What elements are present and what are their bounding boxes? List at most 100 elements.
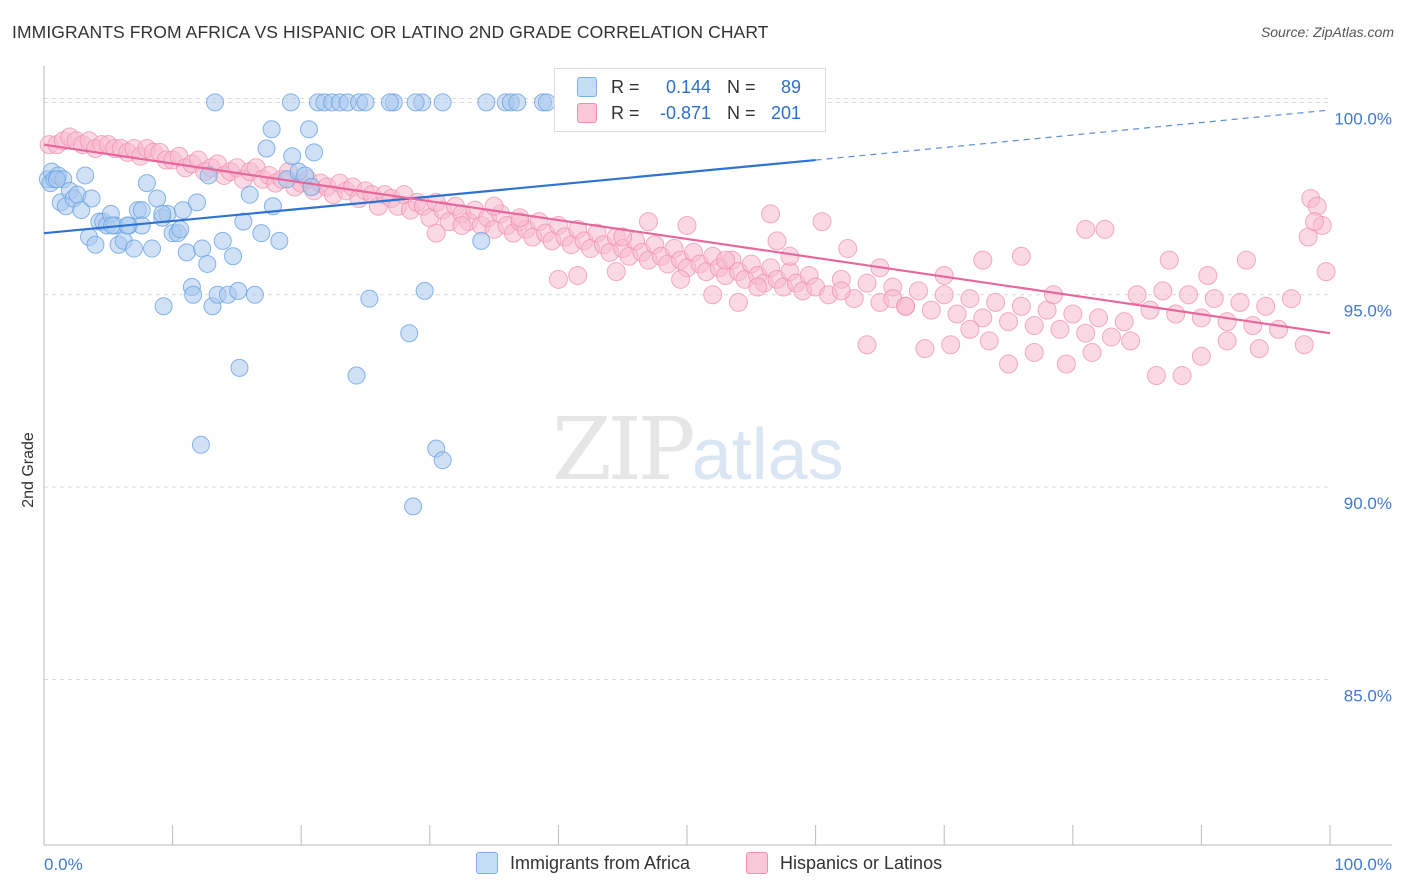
y-tick-label: 95.0% [1344, 302, 1392, 321]
hispanic-point [1024, 342, 1044, 362]
hispanic-point [1172, 366, 1192, 386]
africa-point [143, 239, 162, 258]
hispanic-legend-swatch [746, 852, 768, 874]
africa-point [433, 451, 452, 470]
africa-point [283, 147, 302, 166]
africa-point [125, 239, 144, 258]
africa-point [191, 435, 210, 454]
hispanic-point [1101, 327, 1121, 347]
africa-point [199, 166, 218, 185]
hispanic-point [1095, 219, 1115, 239]
hispanic-point [921, 300, 941, 320]
hispanic-point [1082, 342, 1102, 362]
y-tick-label: 85.0% [1344, 687, 1392, 706]
hispanic-point [1056, 354, 1076, 374]
hispanic-point [947, 304, 967, 324]
hispanic-point [703, 285, 723, 305]
hispanic-point [1305, 212, 1325, 232]
hispanic-point [986, 292, 1006, 312]
hispanic-point [1204, 289, 1224, 309]
watermark-atlas: atlas [691, 415, 844, 495]
hispanic-point [857, 273, 877, 293]
africa-point [82, 189, 101, 208]
africa-point [213, 231, 232, 250]
hispanic-point [1076, 219, 1096, 239]
hispanic-point [1050, 319, 1070, 339]
hispanic-point [606, 262, 626, 282]
africa-point [234, 212, 253, 231]
legend-item-hispanic[interactable]: Hispanics or Latinos [746, 852, 942, 874]
hispanic-point [973, 308, 993, 328]
hispanic-point [1044, 285, 1064, 305]
hispanic-point [999, 354, 1018, 374]
africa-points [38, 93, 614, 516]
hispanic-point [1217, 331, 1237, 351]
hispanic-point [915, 339, 935, 359]
hispanic-point [1256, 296, 1276, 316]
hispanic-point [780, 246, 800, 266]
africa-point [245, 285, 264, 304]
hispanic-point [838, 239, 858, 259]
legend-item-africa[interactable]: Immigrants from Africa [476, 852, 690, 874]
africa-point [193, 239, 212, 258]
hispanic-point [671, 269, 691, 289]
africa-point [508, 93, 527, 112]
africa-point [406, 93, 425, 112]
trend-lines [43, 109, 1331, 335]
africa-point [173, 201, 192, 220]
africa-point [229, 281, 248, 300]
hispanic-point [1243, 316, 1263, 336]
hispanic-point [1146, 366, 1166, 386]
hispanic-point [1089, 308, 1109, 328]
hispanic-point [1063, 304, 1083, 324]
hispanic-point [1114, 312, 1134, 332]
hispanic-point [1191, 308, 1211, 328]
hispanic-point [1127, 285, 1147, 305]
hispanic-point [1249, 339, 1269, 359]
hispanic-trend-line [43, 143, 1331, 335]
hispanic-point [1236, 250, 1256, 270]
africa-point [281, 93, 300, 112]
africa-point [76, 166, 95, 185]
hispanic-point [960, 319, 980, 339]
hispanic-point [761, 204, 781, 224]
n-value: 89 [780, 76, 801, 97]
africa-point [257, 139, 276, 158]
africa-point [132, 201, 151, 220]
hispanic-point [979, 331, 999, 351]
hispanic-point [638, 212, 658, 232]
r-label: R = [611, 102, 640, 123]
watermark: ZIPatlas [552, 400, 844, 500]
axes [43, 66, 1392, 846]
hispanic-point [613, 227, 633, 247]
y-tick-label: 90.0% [1344, 494, 1392, 513]
africa-point [305, 143, 324, 162]
hispanic-point [748, 277, 768, 297]
r-value: 0.144 [665, 76, 711, 97]
hispanic-point [1269, 319, 1289, 339]
africa-point [252, 224, 271, 243]
chart-title: IMMIGRANTS FROM AFRICA VS HISPANIC OR LA… [12, 22, 769, 42]
africa-point [477, 93, 496, 112]
tick-labels: 85.0% 90.0% 95.0% 100.0% 0.0% 100.0% [44, 109, 1392, 874]
africa-point [537, 93, 556, 112]
africa-point [433, 93, 452, 112]
africa-point [206, 93, 225, 112]
africa-point [302, 177, 321, 196]
hispanic-point [1159, 250, 1179, 270]
hispanic-point [1198, 265, 1218, 285]
africa-trend-line [43, 158, 816, 235]
hispanic-swatch [577, 103, 597, 123]
africa-point [360, 289, 379, 308]
africa-point [230, 358, 249, 377]
hispanic-point [548, 269, 568, 289]
africa-point [472, 231, 491, 250]
africa-point [400, 324, 419, 343]
africa-point [240, 185, 259, 204]
hispanic-point [1024, 316, 1044, 336]
hispanic-point [896, 296, 916, 316]
hispanic-point [1217, 312, 1237, 332]
n-label: N = [727, 76, 756, 97]
hispanic-point [1230, 292, 1250, 312]
hispanic-point [1153, 281, 1173, 301]
